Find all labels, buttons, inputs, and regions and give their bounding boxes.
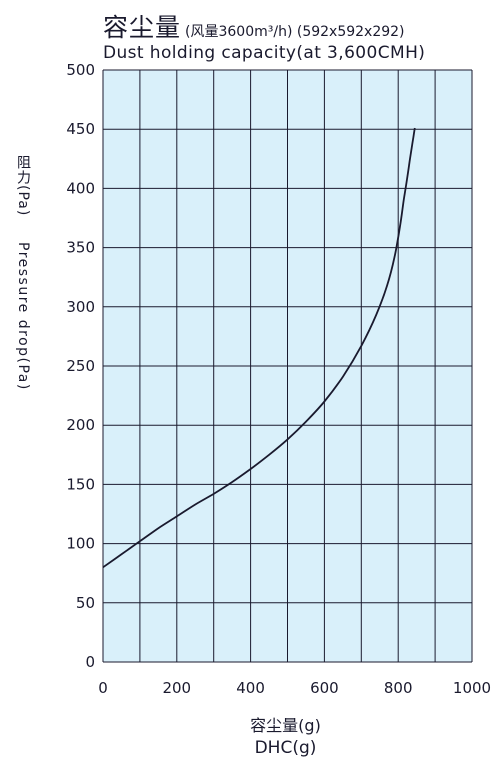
x-tick-label: 400 xyxy=(236,679,265,697)
y-tick-label: 450 xyxy=(66,120,95,138)
y-tick-label: 500 xyxy=(66,61,95,79)
series-line xyxy=(102,127,416,569)
x-axis-label-cn: 容尘量(g) xyxy=(250,716,321,735)
chart-title: 容尘量 (风量3600m³/h) (592x592x292) xyxy=(103,8,405,44)
chart-title-spec: (风量3600m³/h) (592x592x292) xyxy=(185,24,405,40)
y-tick-label: 200 xyxy=(66,416,95,434)
x-tick-label: 1000 xyxy=(453,679,491,697)
y-axis-label: 阻力(Pa) Pressure drop(Pa) xyxy=(14,155,38,391)
x-tick-label: 600 xyxy=(310,679,339,697)
y-tick-label: 150 xyxy=(66,475,95,493)
y-tick-label: 300 xyxy=(66,298,95,316)
chart-subtitle: Dust holding capacity(at 3,600CMH) xyxy=(103,43,426,63)
y-tick-label: 400 xyxy=(66,179,95,197)
y-axis-label-en: Pressure drop(Pa) xyxy=(15,242,31,392)
y-tick-label: 250 xyxy=(66,357,95,375)
y-axis-label-cn: 阻力(Pa) xyxy=(15,155,31,217)
chart-title-cn: 容尘量 xyxy=(103,13,182,42)
y-tick-label: 0 xyxy=(85,653,95,671)
y-tick-label: 350 xyxy=(66,239,95,257)
x-tick-label: 800 xyxy=(384,679,413,697)
x-axis-label-en: DHC(g) xyxy=(254,738,317,758)
x-tick-label: 0 xyxy=(98,679,108,697)
x-tick-label: 200 xyxy=(162,679,191,697)
y-tick-label: 100 xyxy=(66,535,95,553)
y-tick-label: 50 xyxy=(76,594,95,612)
